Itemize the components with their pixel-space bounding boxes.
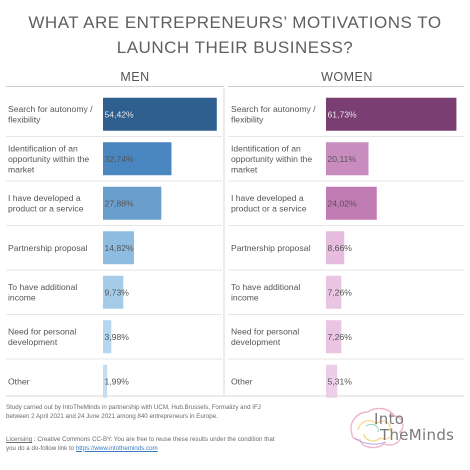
men-bar-1: [103, 142, 172, 176]
logo-text-line-2: TheMinds: [380, 426, 455, 444]
study-note-line-1: Study carried out by IntoTheMinds in par…: [6, 404, 261, 411]
men-bar-4: [103, 275, 124, 309]
panel-divider-women: [228, 86, 464, 87]
women-value-label-1: 20,11%: [328, 154, 357, 164]
men-value-label-6: 1,99%: [105, 376, 130, 386]
men-bar-6: [103, 364, 108, 398]
men-category-label-line: market: [8, 164, 35, 174]
men-category-label-line: product or a service: [8, 204, 84, 214]
men-category-label-line: To have additional: [8, 282, 77, 292]
title-line-1: WHAT ARE ENTREPRENEURS’ MOTIVATIONS TO: [28, 13, 442, 32]
women-category-label-line: Need for personal: [231, 327, 299, 337]
women-value-label-0: 61,73%: [328, 109, 358, 119]
women-bar-5: [326, 320, 342, 354]
men-category-label-0: Search for autonomy / flexibility: [8, 104, 93, 125]
women-category-label-line: Identification of an: [231, 143, 301, 153]
study-note-line-2: between 2 April 2021 and 24 June 2021 am…: [6, 412, 218, 420]
women-category-label-6: Other: [231, 376, 253, 386]
men-bar-5: [103, 320, 112, 354]
women-category-label-line: To have additional: [231, 282, 300, 292]
intotheminds-logo: Into TheMinds: [346, 404, 464, 452]
women-category-label-1: Identification of an opportunity within t…: [231, 143, 312, 174]
women-category-label-4: To have additional income: [231, 282, 300, 303]
license-text: : Creative Commons CC-BY. You are free t…: [32, 436, 275, 443]
women-category-label-line: Partnership proposal: [231, 243, 310, 253]
men-value-label-1: 32,74%: [105, 154, 135, 164]
men-category-label-line: Partnership proposal: [8, 243, 87, 253]
title-line-2: LAUNCH THEIR BUSINESS?: [116, 38, 354, 57]
women-bar-2: [326, 186, 377, 220]
license-label[interactable]: Licensing: [6, 436, 33, 443]
men-category-label-line: Identification of an: [8, 143, 78, 153]
women-bar-4: [326, 275, 342, 309]
women-category-label-line: income: [231, 293, 259, 303]
men-category-label-3: Partnership proposal: [8, 243, 87, 253]
men-bar-2: [103, 186, 162, 220]
women-category-label-line: Other: [231, 376, 253, 386]
license-text-2: you do a do-follow link to: [6, 444, 76, 452]
website-link[interactable]: https://www.intotheminds.com: [75, 444, 158, 452]
men-value-label-5: 3,98%: [105, 332, 130, 342]
women-category-label-line: market: [231, 164, 258, 174]
men-category-label-4: To have additional income: [8, 282, 77, 303]
chart-title: WHAT ARE ENTREPRENEURS’ MOTIVATIONS TO L…: [0, 10, 470, 60]
men-category-label-line: Search for autonomy /: [8, 104, 93, 114]
women-value-label-3: 8,66%: [328, 243, 353, 253]
men-category-label-5: Need for personal development: [8, 327, 76, 348]
women-value-label-4: 7,26%: [328, 287, 353, 297]
women-bar-3: [326, 231, 345, 265]
license-note: Licensing : Creative Commons CC-BY. You …: [6, 436, 346, 453]
women-value-label-5: 7,26%: [328, 332, 353, 342]
men-category-label-line: Other: [8, 376, 30, 386]
panel-divider-men: [6, 86, 224, 87]
women-category-label-5: Need for personal development: [231, 327, 299, 348]
men-category-label-1: Identification of an opportunity within t…: [8, 143, 89, 174]
men-category-label-line: I have developed a: [8, 193, 81, 203]
women-category-label-3: Partnership proposal: [231, 243, 310, 253]
men-bar-0: [103, 97, 217, 131]
women-bar-1: [326, 142, 369, 176]
women-category-label-line: I have developed a: [231, 193, 304, 203]
women-value-label-6: 5,31%: [328, 376, 353, 386]
women-category-label-line: opportunity within the: [231, 154, 312, 164]
women-category-label-2: I have developed a product or a service: [231, 193, 307, 214]
women-bar-6: [326, 364, 338, 398]
bar-chart: Search for autonomy / flexibility54,42%Id…: [6, 88, 464, 398]
panel-title-women: WOMEN: [321, 70, 373, 84]
women-bar-0: [326, 97, 457, 131]
panel-title-men: MEN: [120, 70, 150, 84]
men-category-label-6: Other: [8, 376, 30, 386]
women-category-label-0: Search for autonomy / flexibility: [231, 104, 316, 125]
women-category-label-line: development: [231, 337, 281, 347]
men-category-label-line: Need for personal: [8, 327, 76, 337]
logo-text-line-1: Into: [374, 410, 405, 428]
men-category-label-line: development: [8, 337, 58, 347]
men-value-label-2: 27,88%: [105, 198, 135, 208]
men-category-label-line: income: [8, 293, 36, 303]
women-category-label-line: product or a service: [231, 204, 307, 214]
men-value-label-3: 14,82%: [105, 243, 135, 253]
men-category-label-2: I have developed a product or a service: [8, 193, 84, 214]
women-category-label-line: Search for autonomy /: [231, 104, 316, 114]
women-category-label-line: flexibility: [231, 115, 264, 125]
brain-logo-icon: [350, 407, 404, 449]
men-category-label-line: opportunity within the: [8, 154, 89, 164]
men-category-label-line: flexibility: [8, 115, 41, 125]
study-note: Study carried out by IntoTheMinds in par…: [6, 404, 346, 421]
women-value-label-2: 24,02%: [328, 198, 358, 208]
men-value-label-0: 54,42%: [105, 109, 135, 119]
men-bar-3: [103, 231, 134, 265]
men-value-label-4: 9,73%: [105, 287, 130, 297]
